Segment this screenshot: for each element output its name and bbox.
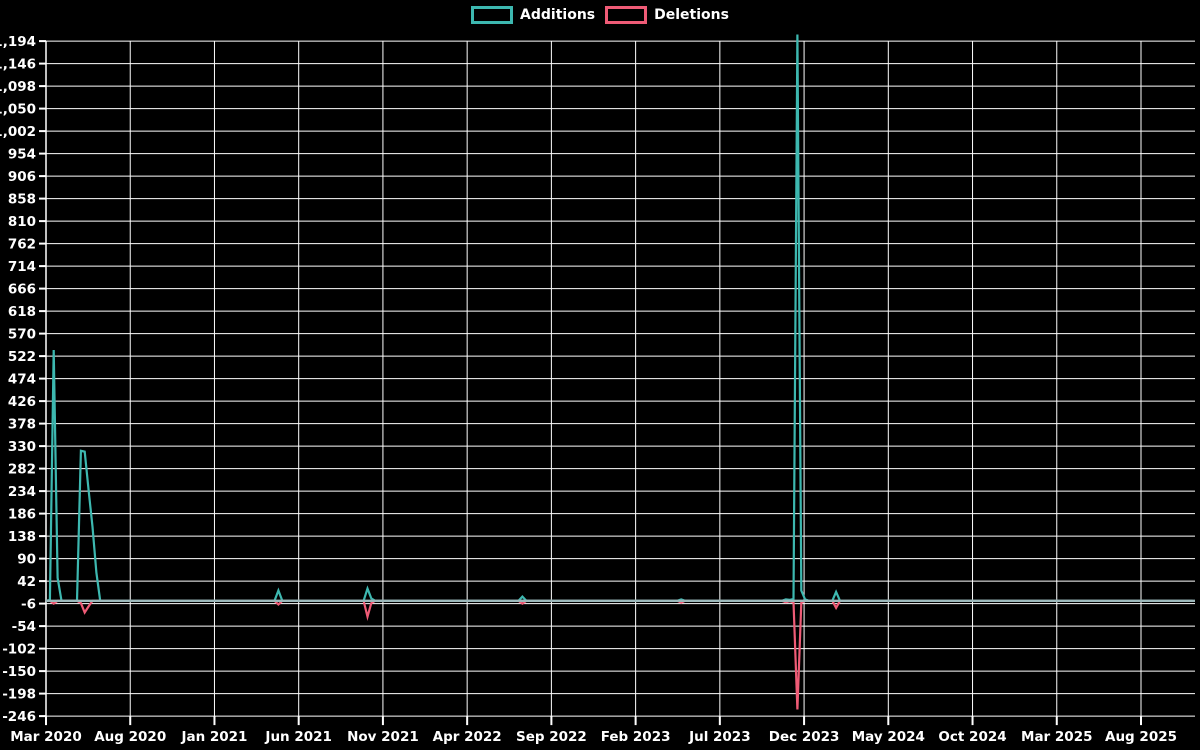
x-tick-label: Aug 2025 xyxy=(1105,729,1177,745)
x-tick-label: Jul 2023 xyxy=(688,729,751,745)
x-tick-label: Mar 2025 xyxy=(1021,729,1092,745)
y-tick-label: 762 xyxy=(8,236,36,252)
y-tick-label: 474 xyxy=(8,371,36,387)
x-tick-label: May 2024 xyxy=(852,729,925,745)
y-tick-label: -6 xyxy=(21,596,36,612)
x-tick-label: Aug 2020 xyxy=(94,729,166,745)
y-tick-label: 1,146 xyxy=(0,56,36,72)
legend-label-additions: Additions xyxy=(520,7,596,23)
y-tick-label: 378 xyxy=(8,416,36,432)
y-tick-label: 522 xyxy=(8,349,36,365)
y-tick-label: 810 xyxy=(8,214,36,230)
y-tick-label: 906 xyxy=(8,169,36,185)
y-tick-label: 858 xyxy=(8,191,36,207)
x-tick-label: Sep 2022 xyxy=(516,729,587,745)
x-tick-label: Oct 2024 xyxy=(938,729,1006,745)
x-tick-label: Apr 2022 xyxy=(433,729,502,745)
legend-item-additions[interactable]: Additions xyxy=(471,6,595,24)
additions-line xyxy=(45,34,1193,602)
x-tick-label: Feb 2023 xyxy=(601,729,671,745)
chart-legend: Additions Deletions xyxy=(0,6,1200,24)
y-tick-label: 234 xyxy=(8,484,36,500)
y-tick-label: 570 xyxy=(8,326,36,342)
y-tick-label: 714 xyxy=(8,259,36,275)
legend-label-deletions: Deletions xyxy=(654,7,729,23)
deletions-swatch-icon xyxy=(605,6,648,24)
y-tick-label: 618 xyxy=(8,304,36,320)
y-tick-label: 42 xyxy=(17,574,36,590)
x-tick-label: Jun 2021 xyxy=(264,729,332,745)
additions-swatch-icon xyxy=(471,6,514,24)
y-tick-label: 330 xyxy=(8,439,36,455)
y-tick-label: 1,098 xyxy=(0,79,36,95)
x-tick-label: Dec 2023 xyxy=(769,729,840,745)
y-tick-label: 90 xyxy=(17,551,36,567)
y-tick-label: 1,050 xyxy=(0,101,36,117)
y-tick-label: -246 xyxy=(2,709,36,725)
legend-item-deletions[interactable]: Deletions xyxy=(605,6,729,24)
y-tick-label: 954 xyxy=(8,146,36,162)
x-tick-label: Mar 2020 xyxy=(10,729,81,745)
x-tick-label: Jan 2021 xyxy=(180,729,247,745)
y-tick-label: -102 xyxy=(2,641,36,657)
y-tick-label: 282 xyxy=(8,461,36,477)
y-tick-label: 186 xyxy=(8,506,36,522)
y-tick-label: 138 xyxy=(8,529,36,545)
y-tick-label: 1,194 xyxy=(0,34,36,50)
x-tick-label: Nov 2021 xyxy=(347,729,419,745)
y-tick-label: -54 xyxy=(12,619,36,635)
y-tick-label: 426 xyxy=(8,394,36,410)
y-tick-label: 666 xyxy=(8,281,36,297)
y-tick-label: -150 xyxy=(2,664,36,680)
y-tick-label: 1,002 xyxy=(0,124,36,140)
y-tick-label: -198 xyxy=(2,686,36,702)
